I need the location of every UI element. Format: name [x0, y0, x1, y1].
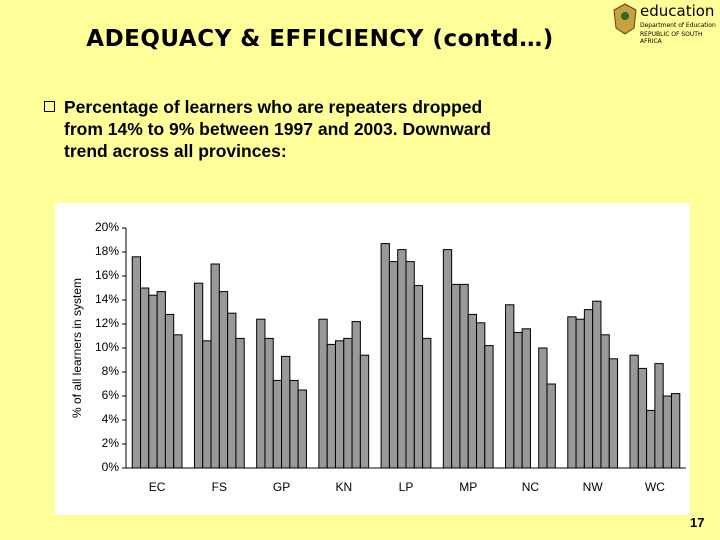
- bar: [405, 261, 415, 469]
- bar: [388, 261, 399, 469]
- x-tick-label: FS: [212, 480, 227, 494]
- page-number: 17: [690, 515, 705, 530]
- bar: [326, 343, 336, 469]
- y-tick-label: 2%: [102, 436, 120, 450]
- y-tick-label: 10%: [95, 340, 119, 354]
- bar: [289, 379, 299, 469]
- bar: [505, 304, 515, 469]
- bullet-text: Percentage of learners who are repeaters…: [44, 96, 704, 162]
- bar: [670, 393, 681, 469]
- x-tick-label: MP: [459, 480, 477, 494]
- bar: [513, 331, 523, 469]
- bar: [413, 285, 424, 469]
- bar: [297, 389, 307, 469]
- y-tick-label: 0%: [102, 460, 120, 474]
- x-tick-label: GP: [273, 480, 290, 494]
- bullet-line: trend across all provinces:: [64, 141, 287, 161]
- y-axis-label: % of all learners in system: [70, 278, 84, 418]
- bar: [484, 345, 494, 469]
- bar: [156, 291, 166, 469]
- bar: [575, 318, 585, 469]
- bar: [397, 249, 407, 469]
- bar: [140, 287, 150, 469]
- bar: [256, 318, 266, 469]
- bar: [538, 347, 548, 469]
- bar: [343, 337, 353, 469]
- x-tick-label: NC: [522, 480, 540, 494]
- bar: [546, 383, 556, 469]
- y-tick-label: 14%: [95, 292, 119, 306]
- bar: [193, 282, 204, 469]
- bar: [380, 243, 390, 469]
- bar: [451, 283, 461, 469]
- logo-subtext: Department of Education: [640, 22, 716, 29]
- bar: [318, 318, 328, 469]
- x-tick-label: EC: [149, 480, 166, 494]
- y-tick-label: 8%: [102, 364, 120, 378]
- bar: [567, 316, 577, 469]
- y-tick-label: 12%: [95, 316, 119, 330]
- bar: [351, 321, 361, 469]
- crest-icon: [613, 3, 637, 35]
- y-tick-label: 20%: [95, 220, 119, 234]
- bar: [521, 328, 531, 469]
- bullet-line: Percentage of learners who are repeaters…: [64, 97, 483, 117]
- bar: [654, 363, 664, 469]
- y-tick-label: 16%: [95, 268, 119, 282]
- x-tick-label: KN: [335, 480, 352, 494]
- logo-subtext: REPUBLIC OF SOUTH AFRICA: [640, 31, 703, 45]
- bar: [583, 309, 594, 469]
- slide-title: ADEQUACY & EFFICIENCY (contd…): [86, 26, 554, 52]
- x-tick-label: WC: [645, 480, 665, 494]
- bar: [173, 334, 183, 469]
- bar: [592, 300, 602, 469]
- bar: [442, 249, 453, 469]
- y-tick-label: 6%: [102, 388, 120, 402]
- bar: [476, 322, 486, 469]
- bar: [608, 358, 619, 469]
- bar: [637, 367, 648, 469]
- bar: [235, 337, 245, 469]
- bar: [422, 337, 432, 469]
- bar: [459, 283, 469, 469]
- bullet-marker: [44, 101, 55, 112]
- x-tick-label: LP: [399, 480, 414, 494]
- bar: [272, 379, 283, 469]
- bar: [662, 395, 672, 469]
- bar: [467, 313, 478, 469]
- bar: [334, 340, 345, 469]
- bar: [148, 294, 158, 469]
- bar: [629, 354, 639, 469]
- bullet-line: from 14% to 9% between 1997 and 2003. Do…: [64, 119, 491, 139]
- bar: [164, 313, 175, 469]
- x-tick-label: NW: [583, 480, 604, 494]
- y-tick-label: 18%: [95, 244, 119, 258]
- bar: [264, 337, 274, 469]
- bar: [281, 355, 291, 469]
- bar: [646, 409, 656, 469]
- bar: [600, 334, 610, 469]
- logo-text: education: [640, 2, 715, 20]
- bar: [131, 256, 142, 469]
- bar: [359, 354, 370, 469]
- bar: [210, 263, 220, 469]
- bar: [218, 291, 229, 469]
- bar: [202, 340, 212, 469]
- bar: [227, 312, 237, 469]
- y-tick-label: 4%: [102, 412, 120, 426]
